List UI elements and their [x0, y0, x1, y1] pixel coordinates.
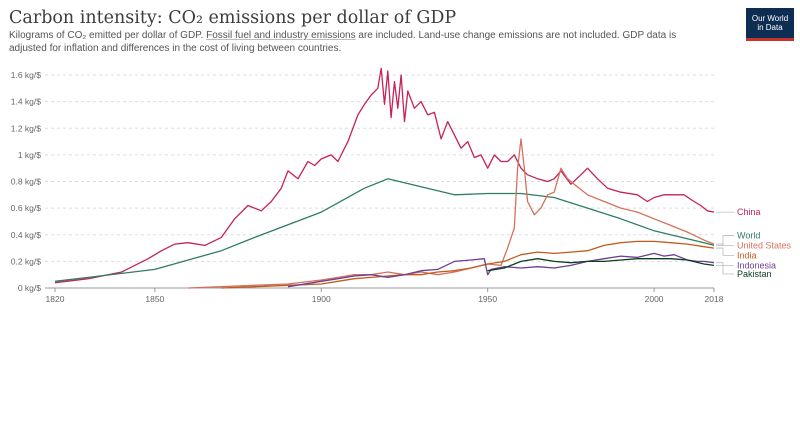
label-connector-pakistan: [716, 264, 734, 275]
y-tick-label: 0.6 kg/$: [11, 203, 42, 213]
series-line-pakistan: [487, 258, 715, 272]
x-tick-label: 1820: [46, 294, 65, 304]
series-line-india: [221, 240, 715, 289]
series-label-pakistan: Pakistan: [737, 269, 772, 279]
logo-line-1: Our World: [751, 13, 789, 23]
y-tick-label: 1.4 kg/$: [11, 97, 42, 107]
chart-title: Carbon intensity: CO₂ emissions per doll…: [9, 8, 457, 28]
series-line-world: [54, 178, 715, 282]
label-connector-world: [716, 235, 734, 246]
series-line-china: [54, 67, 715, 284]
y-tick-label: 0.8 kg/$: [11, 177, 42, 187]
label-connector-united-states: [716, 243, 734, 246]
y-tick-label: 0 kg/$: [18, 283, 41, 293]
series-line-united-states: [188, 138, 715, 289]
subtitle-text-start: Kilograms of CO₂ emitted per dollar of G…: [9, 30, 207, 41]
series-label-world: World: [737, 230, 760, 240]
series-label-indonesia: Indonesia: [737, 260, 776, 270]
series-label-india: India: [737, 250, 757, 260]
chart-subtitle: Kilograms of CO₂ emitted per dollar of G…: [9, 30, 709, 55]
x-tick-label: 1850: [145, 294, 164, 304]
y-tick-label: 1.6 kg/$: [11, 70, 42, 80]
series-line-indonesia: [287, 252, 715, 288]
y-tick-label: 0.4 kg/$: [11, 230, 42, 240]
x-tick-label: 2018: [705, 294, 724, 304]
y-tick-label: 1 kg/$: [18, 150, 41, 160]
owid-logo[interactable]: Our World in Data: [746, 8, 794, 41]
x-tick-label: 2000: [645, 294, 664, 304]
y-tick-label: 1.2 kg/$: [11, 123, 42, 133]
series-label-china: China: [737, 207, 761, 217]
logo-line-2: in Data: [757, 23, 783, 32]
y-tick-label: 0.2 kg/$: [11, 256, 42, 266]
x-tick-label: 1950: [478, 294, 497, 304]
label-connector-indonesia: [716, 262, 734, 266]
label-connector-india: [716, 247, 734, 256]
x-tick-label: 1900: [312, 294, 331, 304]
series-label-united-states: United States: [737, 240, 792, 250]
fossil-fuel-link[interactable]: Fossil fuel and industry emissions: [206, 30, 356, 41]
subtitle-text-end: are included. Land-use change emissions …: [9, 30, 677, 54]
